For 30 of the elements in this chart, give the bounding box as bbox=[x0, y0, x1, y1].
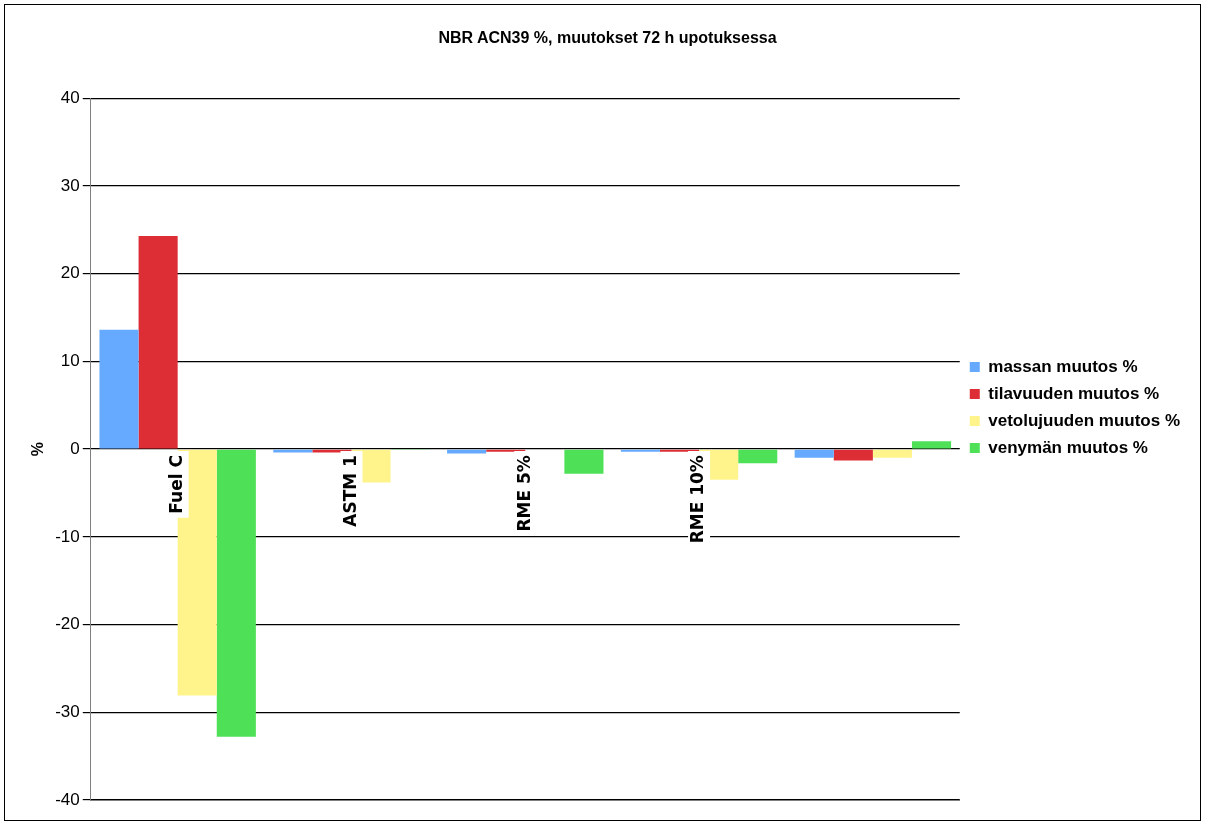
bar bbox=[620, 449, 660, 452]
y-tick-label: -30 bbox=[55, 701, 80, 721]
x-tick-label: RME 10% bbox=[687, 455, 708, 544]
y-tick-label: 20 bbox=[60, 263, 80, 283]
bar bbox=[738, 449, 778, 464]
y-tick-label: 40 bbox=[60, 87, 80, 107]
legend-label: venymän muutos % bbox=[988, 437, 1148, 457]
y-axis-title: % bbox=[29, 441, 47, 457]
bar bbox=[794, 449, 834, 458]
y-tick-label: -20 bbox=[55, 614, 80, 634]
chart-title: NBR ACN39 %, muutokset 72 h upotuksessa bbox=[438, 29, 777, 47]
legend-label: vetolujuuden muutos % bbox=[988, 410, 1181, 430]
bar bbox=[833, 449, 873, 461]
bar bbox=[138, 235, 178, 449]
x-tick-label: Fuel C bbox=[166, 455, 187, 514]
legend-label: massan muutos % bbox=[988, 356, 1138, 376]
y-tick-label: 10 bbox=[60, 351, 80, 371]
bar bbox=[911, 441, 952, 449]
y-tick-label: -10 bbox=[55, 526, 80, 546]
bar bbox=[872, 449, 912, 458]
bar bbox=[216, 449, 256, 737]
x-tick-label: RME 5% bbox=[513, 455, 534, 532]
y-tick-label: 30 bbox=[60, 175, 80, 195]
legend-label: tilavuuden muutos % bbox=[988, 383, 1160, 403]
bar bbox=[273, 449, 313, 453]
bar bbox=[99, 329, 139, 449]
y-tick-label: 0 bbox=[70, 438, 80, 458]
x-tick-label: ASTM 1 bbox=[339, 455, 360, 527]
y-tick-label: -40 bbox=[55, 789, 80, 809]
bar bbox=[564, 449, 604, 474]
